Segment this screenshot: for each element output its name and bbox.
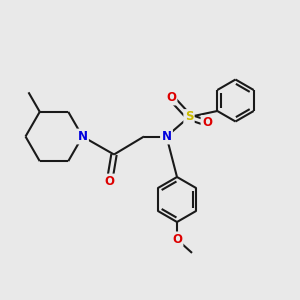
Text: S: S	[185, 110, 193, 124]
Text: O: O	[202, 116, 212, 130]
Text: N: N	[161, 130, 172, 143]
Text: O: O	[166, 91, 176, 104]
Text: N: N	[77, 130, 88, 143]
Text: O: O	[104, 175, 115, 188]
Text: O: O	[172, 233, 182, 246]
